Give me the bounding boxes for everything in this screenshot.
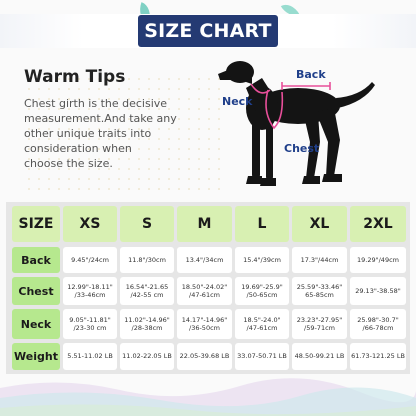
row-label-neck: Neck — [12, 309, 60, 339]
table-cell: 11.02-22.05 LB — [120, 343, 174, 370]
table-cell: 17.3"/44cm — [292, 247, 347, 273]
table-cell: 9.45"/24cm — [63, 247, 117, 273]
row-label-back: Back — [12, 247, 60, 273]
dog-silhouette-icon — [218, 61, 375, 186]
table-cell: 33.07-50.71 LB — [235, 343, 289, 370]
table-cell: 9.05"-11.81"/23-30 cm — [63, 309, 117, 339]
table-cell: 25.98"-30.7"/66-78cm — [350, 309, 406, 339]
warm-tips-line: measurement.And take any — [24, 112, 177, 125]
size-header-xs: XS — [63, 206, 117, 242]
table-cell: 13.4"/34cm — [177, 247, 232, 273]
page-title: SIZE CHART — [144, 20, 272, 42]
size-header-2xl: 2XL — [350, 206, 406, 242]
table-cell: 61.73-121.25 LB — [350, 343, 406, 370]
size-header-xl: XL — [292, 206, 347, 242]
table-cell: 16.54"-21.65/42-55 cm — [120, 277, 174, 305]
table-cell: 12.99"-18.11"/33-46cm — [63, 277, 117, 305]
back-label: Back — [296, 68, 326, 81]
row-label-weight: Weight — [12, 343, 60, 370]
warm-tips-line: other unique traits into — [24, 127, 152, 140]
wave-decoration — [0, 378, 416, 416]
warm-tips-line: Chest girth is the decisive — [24, 97, 168, 110]
table-cell: 23.23"-27.95"/59-71cm — [292, 309, 347, 339]
row-label-chest: Chest — [12, 277, 60, 305]
table-cell: 11.8"/30cm — [120, 247, 174, 273]
table-cell: 5.51-11.02 LB — [63, 343, 117, 370]
table-cell: 18.5"-24.0"/47-61cm — [235, 309, 289, 339]
table-cell: 22.05-39.68 LB — [177, 343, 232, 370]
table-cell: 14.17"-14.96"/36-50cm — [177, 309, 232, 339]
table-cell: 19.69"-25.9"/50-65cm — [235, 277, 289, 305]
title-banner: SIZE CHART — [138, 15, 278, 47]
table-cell: 25.59"-33.46" 65-85cm — [292, 277, 347, 305]
table-cell: 18.50"-24.02"/47-61cm — [177, 277, 232, 305]
warm-tips-text: Chest girth is the decisive measurement.… — [24, 96, 220, 171]
table-cell: 19.29"/49cm — [350, 247, 406, 273]
warm-tips-line: choose the size. — [24, 157, 113, 170]
table-cell: 48.50-99.21 LB — [292, 343, 347, 370]
table-cell: 15.4"/39cm — [235, 247, 289, 273]
table-corner-header: SIZE — [12, 206, 60, 242]
size-header-l: L — [235, 206, 289, 242]
chest-label: Chest — [284, 142, 320, 155]
neck-label: Neck — [222, 95, 253, 108]
warm-tips-title: Warm Tips — [24, 67, 126, 87]
table-cell: 29.13"-38.58" — [350, 277, 406, 305]
size-header-m: M — [177, 206, 232, 242]
warm-tips-line: consideration when — [24, 142, 132, 155]
size-header-s: S — [120, 206, 174, 242]
table-cell: 11.02"-14.96"/28-38cm — [120, 309, 174, 339]
size-table: SIZE XS S M L XL 2XL Back 9.45"/24cm 11.… — [6, 202, 410, 374]
